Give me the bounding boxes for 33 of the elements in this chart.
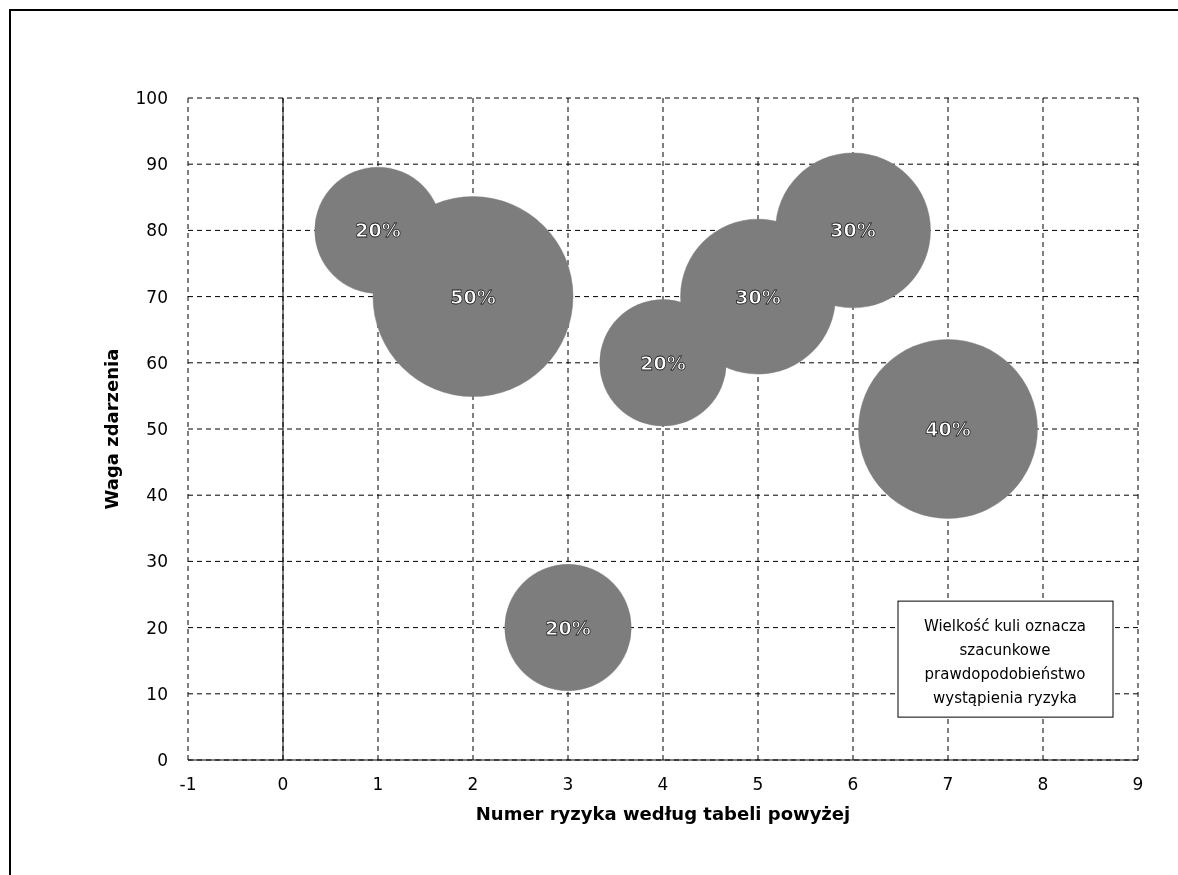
x-tick-label: 1: [372, 774, 384, 794]
y-tick-label: 90: [146, 154, 168, 175]
y-tick-label: 80: [146, 220, 168, 241]
data-label: 40%: [925, 418, 971, 440]
x-tick-label: 4: [657, 774, 669, 794]
data-label: 20%: [355, 219, 401, 242]
data-label: 50%: [450, 285, 496, 308]
data-label: 30%: [735, 285, 781, 308]
x-tick-label: 0: [277, 774, 289, 794]
y-tick-label: 0: [157, 750, 168, 770]
x-tick-label: 6: [847, 774, 859, 794]
x-tick-label: 2: [467, 774, 479, 794]
y-tick-label: 50: [146, 419, 168, 439]
note-box: Wielkość kuli oznacza szacunkowe prawdopodobieństwo wystąpienia ryzyka: [897, 600, 1114, 718]
x-tick-label: 5: [752, 774, 764, 794]
y-tick-label: 10: [146, 683, 168, 704]
x-tick-label: 9: [1132, 774, 1144, 794]
y-tick-label: 40: [146, 485, 168, 506]
y-axis-title: Waga zdarzenia: [101, 348, 122, 510]
y-tick-label: 100: [135, 88, 168, 108]
y-tick-label: 20: [146, 617, 168, 638]
x-tick-label: 3: [562, 774, 574, 794]
y-tick-label: 70: [146, 286, 168, 307]
data-label: 20%: [545, 616, 591, 639]
x-tick-label: -1: [179, 774, 197, 794]
y-tick-label: 30: [146, 551, 168, 572]
y-tick-label: 60: [146, 352, 168, 373]
x-tick-label: 8: [1037, 774, 1049, 794]
data-label: 30%: [830, 219, 876, 242]
data-label: 20%: [640, 351, 686, 374]
x-tick-label: 7: [942, 774, 954, 794]
x-axis-title: Numer ryzyka według tabeli powyżej: [475, 803, 851, 824]
annotation: Wielkość kuli oznacza szacunkowe prawdopodobieństwo wystąpienia ryzyka: [923, 617, 1087, 708]
